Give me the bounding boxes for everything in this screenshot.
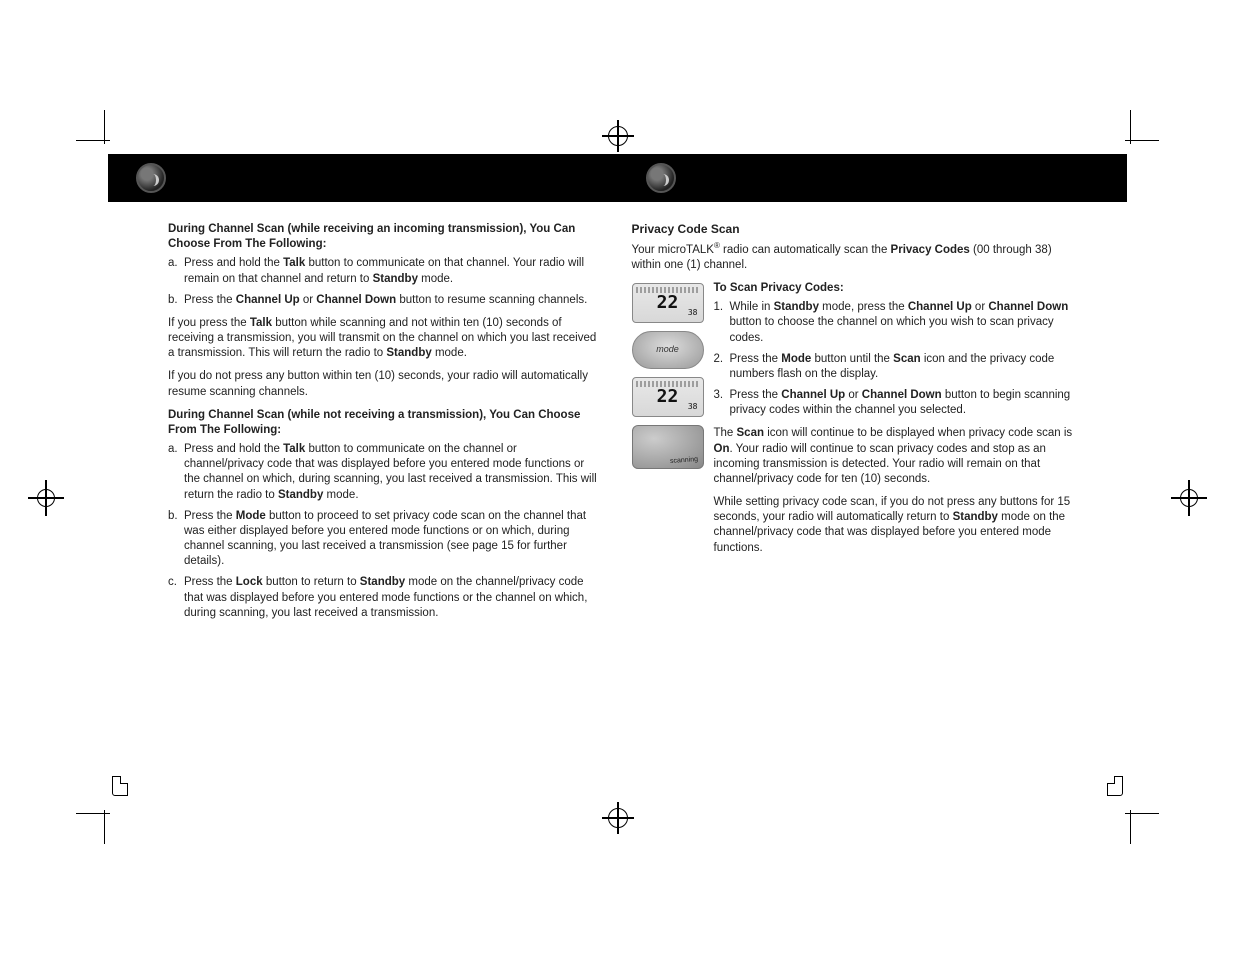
list-item: b. Press the Channel Up or Channel Down …: [184, 293, 600, 308]
page-heading: Privacy Code Scan: [632, 222, 1074, 238]
illustration-column: 22 38 mode 22 38: [632, 281, 704, 564]
brand-logo-icon: [136, 163, 166, 193]
intro-paragraph: Your microTALK® radio can automatically …: [632, 241, 1074, 273]
right-page: Privacy Code Scan Your microTALK® radio …: [618, 154, 1128, 629]
trim-mark: [104, 110, 105, 144]
instruction-block: 22 38 mode 22 38 To Scan Privacy Codes: …: [632, 281, 1074, 564]
header-band: [618, 154, 1128, 202]
list-item: c. Press the Lock button to return to St…: [184, 575, 600, 621]
left-page: During Channel Scan (while receiving an …: [108, 154, 618, 629]
scanning-icon: [632, 425, 704, 469]
left-content: During Channel Scan (while receiving an …: [108, 202, 618, 621]
crop-mark-bottom: [0, 802, 1235, 834]
lcd-display-icon: 22 38: [632, 283, 704, 323]
crop-mark-left: [28, 480, 64, 516]
page-fold-icon: [1107, 776, 1123, 796]
trim-mark: [76, 140, 110, 141]
trim-mark: [1125, 140, 1159, 141]
trim-mark: [1130, 810, 1131, 844]
instruction-text: To Scan Privacy Codes: 1. While in Stand…: [714, 281, 1074, 564]
list-item: 2. Press the Mode button until the Scan …: [730, 352, 1074, 382]
page-spread: During Channel Scan (while receiving an …: [108, 154, 1127, 629]
trim-mark: [1125, 813, 1159, 814]
paragraph: The Scan icon will continue to be displa…: [714, 426, 1074, 487]
lcd-display-icon: 22 38: [632, 377, 704, 417]
list-item: 3. Press the Channel Up or Channel Down …: [730, 388, 1074, 418]
trim-mark: [104, 810, 105, 844]
crop-mark-right: [1171, 480, 1207, 516]
paragraph: If you do not press any button within te…: [168, 369, 600, 399]
paragraph: While setting privacy code scan, if you …: [714, 495, 1074, 556]
sub-heading: To Scan Privacy Codes:: [714, 281, 1074, 296]
right-content: Privacy Code Scan Your microTALK® radio …: [618, 202, 1128, 564]
trim-mark: [1130, 110, 1131, 144]
mode-button-icon: mode: [632, 331, 704, 369]
paragraph: If you press the Talk button while scann…: [168, 316, 600, 362]
trim-mark: [76, 813, 110, 814]
page-fold-icon: [112, 776, 128, 796]
list-item: b. Press the Mode button to proceed to s…: [184, 509, 600, 570]
section-title: During Channel Scan (while receiving an …: [168, 222, 600, 252]
brand-logo-icon: [646, 163, 676, 193]
section-title: During Channel Scan (while not receiving…: [168, 408, 600, 438]
list-item: 1. While in Standby mode, press the Chan…: [730, 300, 1074, 346]
crop-mark-top: [0, 120, 1235, 152]
list-item: a. Press and hold the Talk button to com…: [184, 442, 600, 503]
header-band: [108, 154, 618, 202]
list-item: a. Press and hold the Talk button to com…: [184, 256, 600, 286]
